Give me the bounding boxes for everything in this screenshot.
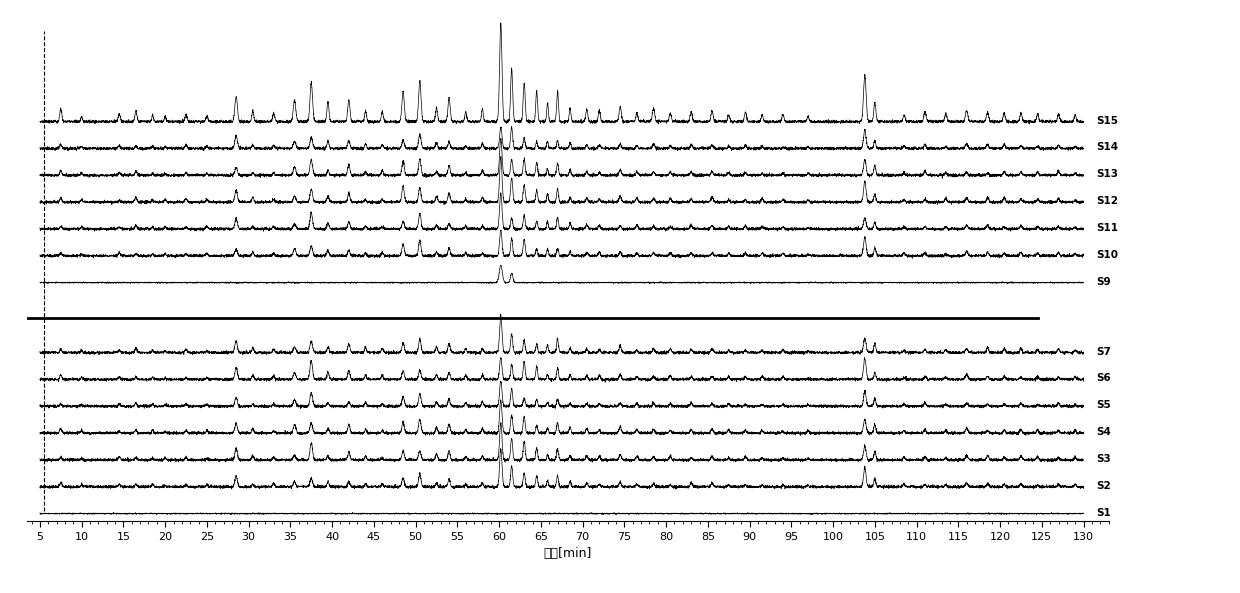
Text: S3: S3 xyxy=(1096,454,1111,464)
Text: S13: S13 xyxy=(1096,169,1118,179)
Text: S12: S12 xyxy=(1096,196,1118,206)
Text: S11: S11 xyxy=(1096,223,1118,233)
Text: S14: S14 xyxy=(1096,142,1118,152)
Text: S5: S5 xyxy=(1096,400,1111,410)
Text: S15: S15 xyxy=(1096,116,1118,126)
Text: S2: S2 xyxy=(1096,481,1111,491)
Text: S4: S4 xyxy=(1096,427,1111,437)
Text: S9: S9 xyxy=(1096,276,1111,286)
X-axis label: 时间[min]: 时间[min] xyxy=(544,547,593,560)
Text: S10: S10 xyxy=(1096,250,1118,260)
Text: S6: S6 xyxy=(1096,374,1111,384)
Text: S7: S7 xyxy=(1096,346,1111,356)
Text: S1: S1 xyxy=(1096,508,1111,518)
